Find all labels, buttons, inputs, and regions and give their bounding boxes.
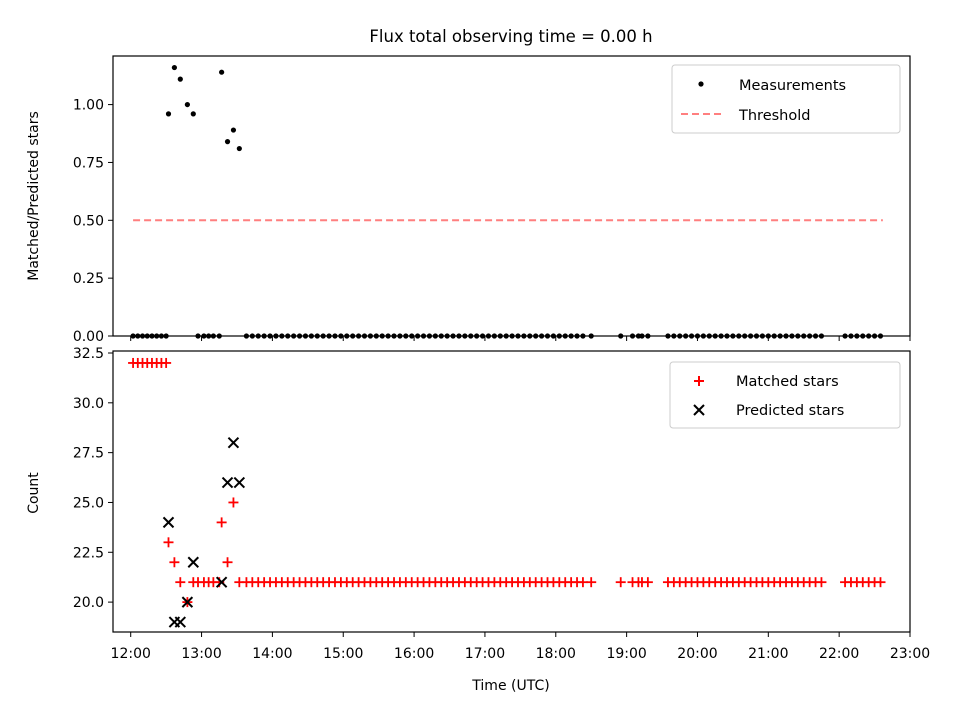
- x-tick-label: 12:00: [111, 646, 151, 662]
- top-y-ticks: 0.00 0.25 0.50 0.75 1.00: [73, 98, 113, 345]
- measurement-point: [230, 127, 237, 133]
- bottom-y-tick-label: 30.0: [73, 396, 104, 412]
- bottom-y-axis-label: Count: [26, 472, 42, 514]
- bottom-y-tick-label: 32.5: [73, 346, 104, 362]
- x-axis-label: Time (UTC): [471, 678, 549, 694]
- x-tick-label: 19:00: [606, 646, 646, 662]
- bottom-y-tick-label: 22.5: [73, 545, 104, 561]
- top-y-tick-label: 0.00: [73, 329, 104, 345]
- x-tick-label: 22:00: [819, 646, 859, 662]
- top-y-tick-label: 0.50: [73, 213, 104, 229]
- predicted-star-point: [174, 616, 187, 628]
- legend-measurements-label: Measurements: [739, 78, 846, 94]
- top-legend: Measurements Threshold: [671, 64, 901, 134]
- matched-star-point: [816, 577, 827, 588]
- matched-star-point: [175, 577, 186, 588]
- x-tick-label: 14:00: [252, 646, 292, 662]
- measurement-point: [224, 139, 231, 145]
- bottom-y-tick-label: 20.0: [73, 595, 104, 611]
- bottom-plot-marks: [128, 357, 886, 628]
- x-tick-label: 16:00: [394, 646, 434, 662]
- matched-star-point: [169, 557, 180, 568]
- matched-star-point: [163, 537, 174, 548]
- x-tick-label: 23:00: [890, 646, 930, 662]
- measurement-point: [184, 101, 190, 108]
- predicted-star-point: [221, 476, 234, 489]
- predicted-star-point: [227, 436, 240, 449]
- top-legend-box: [671, 64, 901, 134]
- x-tick-label: 13:00: [181, 646, 221, 662]
- measurement-point: [190, 111, 196, 117]
- top-x-ticks: [130, 336, 911, 341]
- bottom-legend-box: [669, 361, 901, 429]
- matched-star-point: [875, 577, 886, 588]
- measurement-point: [171, 64, 177, 71]
- x-tick-label: 17:00: [465, 646, 505, 662]
- top-y-tick-label: 0.25: [73, 271, 104, 287]
- top-panel: 0.00 0.25 0.50 0.75 1.00 Matched/Predicted s…: [26, 55, 911, 345]
- bottom-panel: 20.0 22.5 25.0 27.5 30.0 32.5 12:00 13:00 14:00…: [26, 346, 930, 694]
- top-axes-frame: [112, 55, 911, 337]
- predicted-star-point: [233, 476, 246, 489]
- matched-star-point: [222, 557, 233, 568]
- measurement-point: [219, 69, 225, 75]
- legend-predicted-marker: [693, 404, 705, 416]
- top-y-tick-label: 0.75: [73, 155, 104, 171]
- bottom-x-ticks: 12:00 13:00 14:00 15:00 16:00 17:00 18:00 19:00…: [111, 632, 930, 662]
- bottom-y-tick-label: 27.5: [73, 446, 104, 462]
- x-tick-label: 21:00: [748, 646, 788, 662]
- matched-star-point: [161, 357, 172, 368]
- matched-star-point: [216, 517, 227, 528]
- measurement-point: [165, 111, 172, 117]
- legend-threshold-label: Threshold: [738, 108, 810, 124]
- x-tick-label: 15:00: [323, 646, 363, 662]
- predicted-star-point: [181, 596, 194, 608]
- x-tick-label: 18:00: [536, 646, 576, 662]
- bottom-axes-frame: [112, 350, 911, 633]
- predicted-star-point: [162, 516, 175, 529]
- legend-measurements-marker: [698, 81, 704, 87]
- top-y-tick-label: 1.00: [73, 98, 104, 114]
- legend-matched-marker: [694, 376, 704, 386]
- bottom-y-tick-label: 25.0: [73, 495, 104, 511]
- matched-star-point: [615, 577, 626, 588]
- matched-star-point: [642, 577, 653, 588]
- x-tick-label: 20:00: [677, 646, 717, 662]
- predicted-star-point: [215, 576, 228, 588]
- measurement-point: [236, 145, 242, 152]
- matched-star-point: [586, 577, 597, 588]
- bottom-y-ticks: 20.0 22.5 25.0 27.5 30.0 32.5: [73, 346, 113, 611]
- bottom-legend: Matched stars Predicted stars: [669, 361, 901, 429]
- legend-matched-label: Matched stars: [736, 374, 839, 390]
- top-y-axis-label: Matched/Predicted stars: [26, 111, 42, 281]
- predicted-star-point: [187, 556, 199, 568]
- figure-title: Flux total observing time = 0.00 h: [369, 27, 652, 46]
- legend-predicted-label: Predicted stars: [736, 403, 844, 419]
- measurement-point: [177, 76, 183, 82]
- matched-star-point: [228, 497, 239, 508]
